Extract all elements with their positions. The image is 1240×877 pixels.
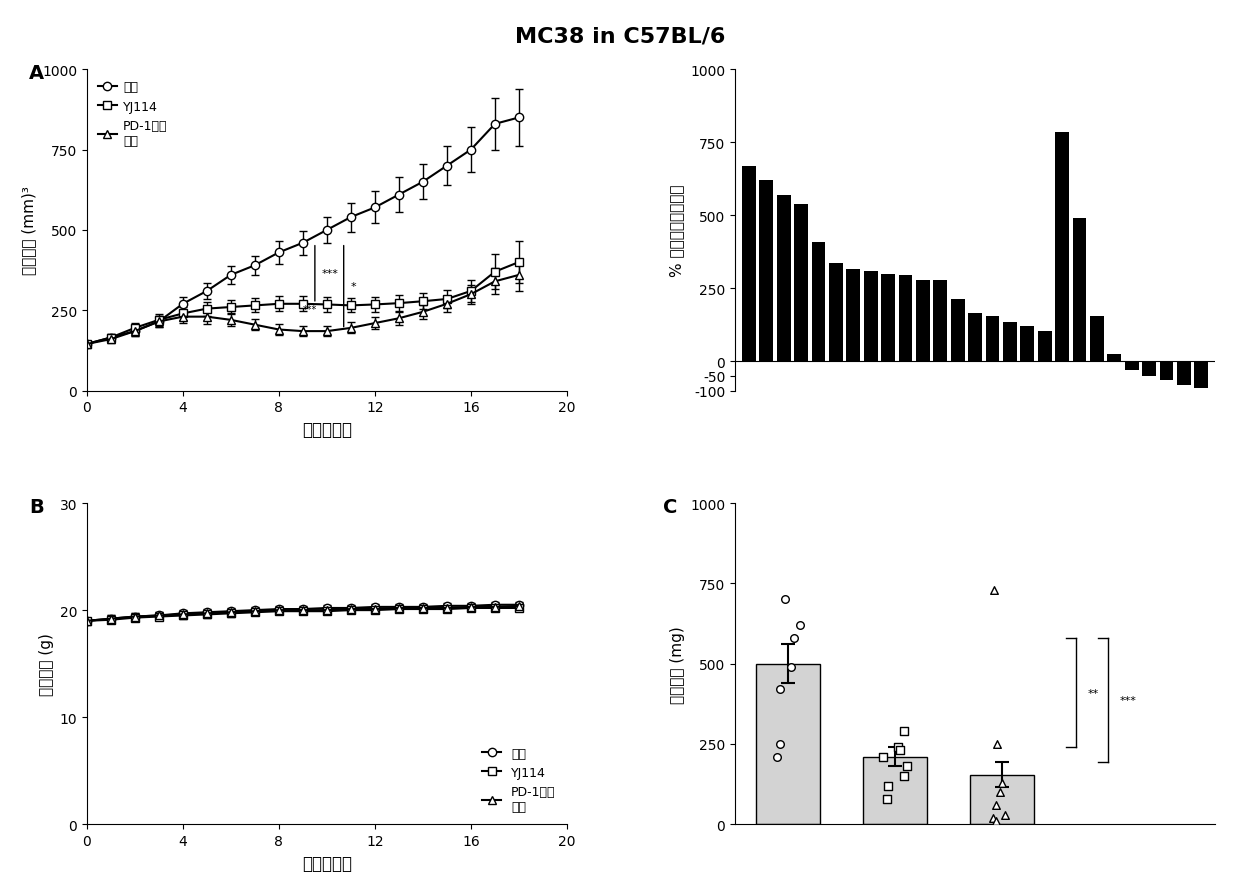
Bar	[1159, 362, 1173, 381]
Y-axis label: 小鼠体重 (g): 小鼠体重 (g)	[38, 632, 53, 695]
Point	[982, 811, 1002, 825]
Point	[770, 682, 790, 696]
Bar	[756, 664, 821, 824]
Point	[894, 769, 914, 783]
Point	[890, 744, 910, 758]
Bar	[951, 299, 965, 362]
Bar	[1090, 317, 1104, 362]
Text: *: *	[351, 282, 357, 292]
Bar	[882, 275, 895, 362]
Y-axis label: % 相对肿瘤体积变化: % 相对肿瘤体积变化	[670, 184, 684, 277]
Point	[987, 738, 1007, 752]
Text: **: **	[1087, 688, 1099, 698]
Bar	[1194, 362, 1208, 389]
Bar	[986, 317, 999, 362]
Point	[785, 631, 805, 645]
Bar	[968, 314, 982, 362]
Bar	[847, 270, 861, 362]
Bar	[1038, 332, 1052, 362]
Text: ***: ***	[322, 269, 339, 279]
Text: C: C	[663, 497, 677, 516]
Bar	[776, 196, 791, 362]
Bar	[1073, 219, 1086, 362]
Bar	[794, 204, 808, 362]
Point	[987, 798, 1007, 812]
Point	[983, 583, 1003, 597]
Point	[894, 724, 914, 738]
Bar	[1021, 327, 1034, 362]
Bar	[863, 757, 928, 824]
Bar	[1003, 323, 1017, 362]
Point	[781, 660, 801, 674]
Point	[775, 593, 795, 607]
Point	[994, 808, 1014, 822]
Bar	[1125, 362, 1138, 371]
Point	[873, 750, 893, 764]
Bar	[742, 167, 756, 362]
Bar	[934, 281, 947, 362]
Text: B: B	[30, 497, 43, 516]
Point	[768, 750, 787, 764]
Point	[987, 814, 1007, 828]
Bar	[830, 264, 843, 362]
Text: A: A	[30, 64, 45, 82]
Point	[877, 792, 897, 806]
Point	[770, 738, 790, 752]
Y-axis label: 肿瘤大小 (mm)³: 肿瘤大小 (mm)³	[21, 186, 36, 275]
Legend: 对照, YJ114, PD-1抗体
联用: 对照, YJ114, PD-1抗体 联用	[477, 742, 560, 818]
Bar	[899, 276, 913, 362]
Text: MC38 in C57BL/6: MC38 in C57BL/6	[515, 26, 725, 46]
Text: ***: ***	[303, 304, 317, 314]
Legend: 对照, YJ114, PD-1抗体
联用: 对照, YJ114, PD-1抗体 联用	[93, 76, 172, 153]
Point	[878, 779, 898, 793]
Bar	[916, 281, 930, 362]
Bar	[1107, 354, 1121, 362]
Bar	[1177, 362, 1190, 385]
Y-axis label: 肿瘤重量 (mg): 肿瘤重量 (mg)	[670, 625, 684, 702]
X-axis label: 治疗（日）: 治疗（日）	[301, 420, 352, 438]
Point	[898, 759, 918, 774]
Point	[888, 740, 908, 754]
Bar	[970, 774, 1034, 824]
Point	[992, 775, 1012, 789]
Point	[790, 618, 810, 632]
Bar	[811, 242, 826, 362]
Text: ***: ***	[1120, 695, 1136, 705]
Point	[990, 785, 1009, 799]
Bar	[1055, 133, 1069, 362]
Bar	[759, 181, 774, 362]
X-axis label: 治疗（日）: 治疗（日）	[301, 853, 352, 872]
Bar	[864, 272, 878, 362]
Bar	[1142, 362, 1156, 376]
